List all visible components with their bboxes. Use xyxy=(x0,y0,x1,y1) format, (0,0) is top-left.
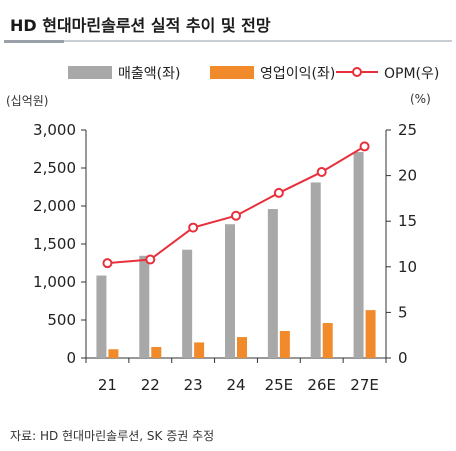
bar-revenue xyxy=(267,209,278,358)
x-axis-tick-label: 27E xyxy=(350,376,379,394)
bar-revenue xyxy=(310,182,321,358)
left-axis-tick-label: 2,500 xyxy=(33,159,76,177)
x-axis-tick-label: 21 xyxy=(98,376,117,394)
line-opm xyxy=(107,145,366,265)
legend-label-opm: OPM(우) xyxy=(384,66,439,82)
x-axis-tick-label: 23 xyxy=(184,376,203,394)
bar-revenue xyxy=(182,249,193,358)
left-axis-tick-label: 3,000 xyxy=(33,121,76,139)
left-axis-unit: (십억원) xyxy=(6,94,49,108)
right-axis-tick-label: 20 xyxy=(398,167,417,185)
point-opm xyxy=(231,210,241,221)
point-opm xyxy=(145,254,156,265)
right-axis-unit: (%) xyxy=(410,92,431,106)
bar-revenue xyxy=(225,224,235,358)
left-axis-tick-label: 1,500 xyxy=(33,235,76,253)
left-axis-tick-label: 500 xyxy=(47,311,76,329)
right-axis-tick-label: 15 xyxy=(398,212,417,230)
bar-op-profit xyxy=(108,349,119,358)
bar-op-profit xyxy=(365,310,376,358)
legend-marker-opm xyxy=(352,67,362,77)
legend-label-op-profit: 영업이익(좌) xyxy=(260,66,335,82)
left-axis-tick-label: 0 xyxy=(66,349,76,367)
bar-op-profit xyxy=(279,331,290,358)
bar-op-profit xyxy=(151,346,162,358)
right-axis-tick-label: 0 xyxy=(398,349,408,367)
legend-swatch-revenue xyxy=(68,66,112,79)
title-divider xyxy=(4,40,452,43)
x-axis-tick-label: 22 xyxy=(141,376,160,394)
right-axis-tick-label: 10 xyxy=(398,258,417,276)
bar-op-profit xyxy=(194,342,205,358)
point-opm xyxy=(188,222,199,233)
bar-op-profit xyxy=(237,337,247,358)
x-axis-tick-label: 24 xyxy=(226,376,245,394)
x-axis-tick-label: 26E xyxy=(307,376,336,394)
source-note: 자료: HD 현대마린솔루션, SK 증권 추정 xyxy=(10,429,215,443)
bar-op-profit xyxy=(322,323,333,358)
legend-swatch-op-profit xyxy=(210,66,254,79)
left-axis-tick-label: 1,000 xyxy=(33,273,76,291)
point-opm xyxy=(316,166,327,177)
bar-revenue xyxy=(353,152,364,358)
point-opm xyxy=(102,258,113,269)
x-axis-tick-label: 25E xyxy=(265,376,294,394)
right-axis-tick-label: 5 xyxy=(398,303,408,321)
left-axis-tick-label: 2,000 xyxy=(33,197,76,215)
legend-label-revenue: 매출액(좌) xyxy=(118,66,180,82)
bar-revenue xyxy=(139,255,150,358)
chart-title: HD 현대마린솔루션 실적 추이 및 전망 xyxy=(10,16,271,35)
title-divider-accent xyxy=(4,40,64,43)
point-opm xyxy=(359,141,370,152)
right-axis-tick-label: 25 xyxy=(398,121,417,139)
point-opm xyxy=(273,187,284,198)
bar-revenue xyxy=(96,275,107,358)
